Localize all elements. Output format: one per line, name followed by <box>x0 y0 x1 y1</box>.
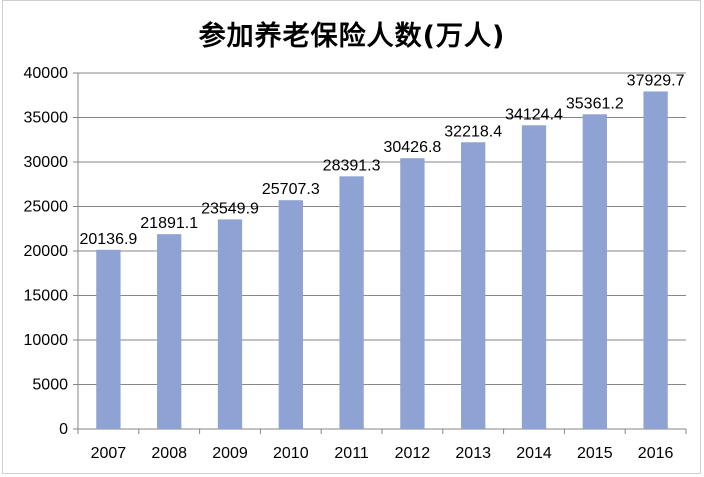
chart-title: 参加养老保险人数(万人) <box>198 21 506 52</box>
bar <box>339 176 364 429</box>
x-tick-label: 2009 <box>212 445 248 462</box>
y-tick-label: 25000 <box>24 199 69 216</box>
bar <box>157 234 182 429</box>
data-label: 30426.8 <box>383 139 441 156</box>
y-tick-label: 15000 <box>24 288 69 305</box>
data-label: 34124.4 <box>505 106 563 123</box>
data-label: 35361.2 <box>566 95 624 112</box>
x-tick-label: 2016 <box>638 445 674 462</box>
bar <box>582 114 607 430</box>
bar <box>643 91 668 430</box>
x-tick-label: 2015 <box>577 445 613 462</box>
x-tick-label: 2010 <box>273 445 309 462</box>
y-tick-label: 0 <box>59 421 68 438</box>
data-label: 37929.7 <box>627 72 685 89</box>
bar <box>278 200 303 429</box>
x-tick-label: 2011 <box>334 445 369 462</box>
y-tick-label: 20000 <box>24 243 69 260</box>
data-label: 32218.4 <box>444 123 502 140</box>
bar <box>96 249 121 429</box>
x-tick-label: 2007 <box>91 445 127 462</box>
y-tick-label: 10000 <box>24 332 69 349</box>
data-label: 20136.9 <box>79 231 137 248</box>
bar <box>461 142 486 430</box>
data-label: 25707.3 <box>262 181 320 198</box>
x-tick-label: 2014 <box>516 445 552 462</box>
x-tick-label: 2008 <box>151 445 187 462</box>
y-tick-label: 35000 <box>24 110 69 127</box>
bar <box>400 158 425 429</box>
data-label: 23549.9 <box>201 200 259 217</box>
y-tick-label: 30000 <box>24 154 69 171</box>
bar <box>217 219 243 429</box>
data-label: 21891.1 <box>140 215 198 232</box>
x-tick-label: 2013 <box>455 445 491 462</box>
y-tick-label: 5000 <box>32 377 68 394</box>
data-label: 28391.3 <box>323 157 381 174</box>
y-tick-label: 40000 <box>24 65 69 82</box>
bar <box>521 125 547 429</box>
x-tick-label: 2012 <box>395 445 431 462</box>
